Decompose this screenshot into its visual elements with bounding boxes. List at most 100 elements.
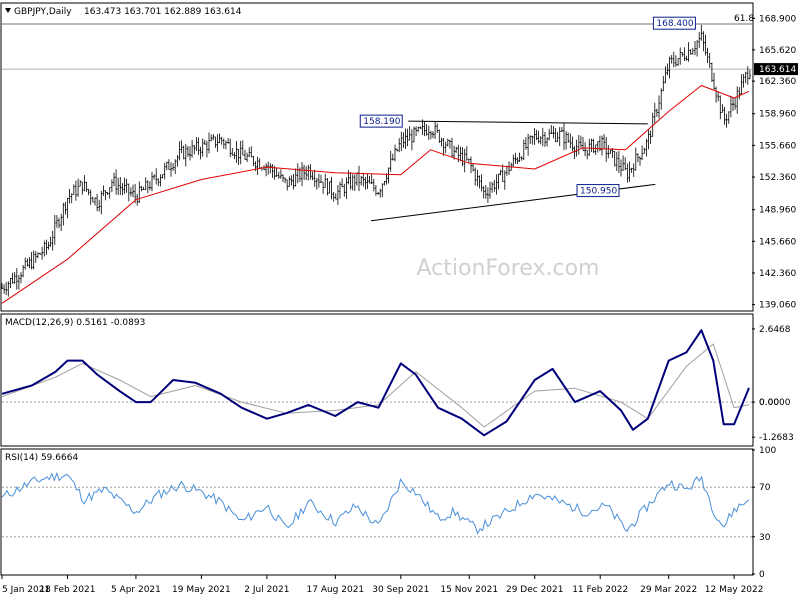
price-pane-title: GBPJPY,Daily 163.473 163.701 162.889 163… xyxy=(5,7,242,17)
price-tick-label: 155.660 xyxy=(759,141,796,151)
ohlc-bar xyxy=(550,125,553,134)
ohlc-bar xyxy=(366,173,369,189)
ohlc-bar xyxy=(512,154,515,168)
macd-pane xyxy=(0,313,754,447)
ohlc-bar xyxy=(590,138,593,152)
price-tick-label: 158.960 xyxy=(759,110,796,120)
ohlc-bar xyxy=(79,180,82,187)
ohlc-bar xyxy=(176,155,179,167)
ohlc-bar xyxy=(334,193,337,200)
rsi-pane xyxy=(0,448,754,576)
ohlc-bar xyxy=(144,177,147,190)
ohlc-bar xyxy=(43,240,46,257)
x-tick-label: 11 Feb 2022 xyxy=(572,585,628,595)
ohlc-bar xyxy=(165,161,168,171)
ohlc-bar xyxy=(336,185,339,205)
ohlc-bar xyxy=(486,187,489,203)
ohlc-bar xyxy=(626,163,629,183)
ohlc-bar xyxy=(579,135,582,148)
ohlc-bar xyxy=(353,174,356,191)
ohlc-bar xyxy=(286,179,289,191)
x-tick-label: 12 May 2022 xyxy=(705,585,764,595)
ohlc-bar xyxy=(421,119,424,135)
ohlc-bar xyxy=(256,156,259,175)
ohlc-bar xyxy=(723,106,726,125)
ohlc-bar xyxy=(146,180,149,194)
ohlc-bar xyxy=(389,151,392,172)
ohlc-bar xyxy=(294,168,297,187)
ohlc-bar xyxy=(132,184,134,198)
ohlc-bar xyxy=(655,108,658,117)
ohlc-bar xyxy=(664,66,667,84)
price-grid: 61.8 163.614 xyxy=(2,14,798,76)
ohlc-bar xyxy=(596,141,599,153)
ohlc-bar xyxy=(554,128,557,143)
ohlc-bar xyxy=(28,257,31,269)
ohlc-bar xyxy=(700,24,703,41)
ohlc-bar xyxy=(62,202,65,226)
ohlc-bar xyxy=(104,190,107,201)
ohlc-bar xyxy=(620,159,622,177)
ohlc-bar xyxy=(94,197,96,206)
ohlc-bar xyxy=(157,178,160,187)
ohlc-bar xyxy=(98,199,101,212)
ohlc-bar xyxy=(330,176,333,200)
ohlc-bar xyxy=(351,174,354,191)
ohlc-bar xyxy=(290,175,293,186)
ohlc-bar xyxy=(400,131,403,152)
ohlc-bar xyxy=(227,138,230,144)
ohlc-bar xyxy=(313,169,316,187)
ohlc-bar xyxy=(30,252,33,270)
price-tick-label: 148.960 xyxy=(759,206,796,216)
ohlc-bar xyxy=(674,55,677,67)
ohlc-bar xyxy=(713,72,715,90)
ohlc-bar xyxy=(529,135,532,144)
ohlc-bar xyxy=(535,129,538,141)
ohlc-bar xyxy=(744,71,747,84)
ohlc-bar xyxy=(345,177,348,199)
x-tick-label: 18 Feb 2021 xyxy=(39,585,95,595)
ohlc-bar xyxy=(368,175,371,184)
macd-signal-line xyxy=(1,343,750,428)
ohlc-bar xyxy=(244,149,246,160)
price-label-text: 168.400 xyxy=(656,19,693,29)
ohlc-bar xyxy=(702,31,705,52)
ohlc-bar xyxy=(89,189,92,205)
ohlc-bar xyxy=(379,188,382,198)
ohlc-bar xyxy=(203,139,206,145)
ohlc-bar xyxy=(520,156,523,161)
ohlc-bar xyxy=(201,138,204,157)
moving-average-line xyxy=(1,85,750,304)
ohlc-bar xyxy=(649,130,652,144)
x-tick-label: 19 May 2021 xyxy=(172,585,231,595)
ohlc-bar xyxy=(250,146,253,158)
ohlc-bar xyxy=(427,125,430,140)
ohlc-bar xyxy=(658,95,660,119)
ohlc-bar xyxy=(64,201,67,215)
ohlc-bar xyxy=(541,127,544,147)
ohlc-bar xyxy=(51,230,54,251)
ohlc-bar xyxy=(155,168,158,185)
ohlc-bar xyxy=(246,152,249,162)
price-axis: 168.900 165.620 162.360 158.960 155.660 152.3… xyxy=(752,14,796,311)
ohlc-bar xyxy=(309,164,312,180)
ohlc-bar xyxy=(434,121,437,139)
ohlc-bar xyxy=(53,214,56,245)
ohlc-bar xyxy=(372,178,375,192)
watermark: ActionForex.com xyxy=(417,256,600,281)
ohlc-bar xyxy=(284,177,287,184)
ohlc-bar xyxy=(419,126,422,130)
ohlc-bar xyxy=(129,187,132,197)
ohlc-bar xyxy=(719,95,722,120)
ohlc-bar xyxy=(544,132,546,147)
ohlc-bar xyxy=(429,130,432,140)
ohlc-bar xyxy=(1,283,3,290)
ohlc-bar xyxy=(11,272,14,284)
ohlc-bar xyxy=(3,284,6,294)
ohlc-bar xyxy=(567,132,570,143)
x-tick-label: 15 Nov 2021 xyxy=(440,585,498,595)
ohlc-bar xyxy=(489,181,491,199)
ohlc-bar xyxy=(408,126,411,141)
ohlc-bar xyxy=(499,169,502,176)
ohlc-bar xyxy=(77,178,80,197)
